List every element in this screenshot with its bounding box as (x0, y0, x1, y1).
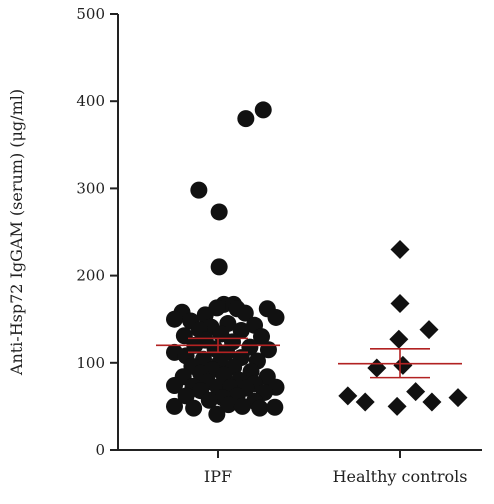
data-point-ipf (267, 308, 285, 326)
data-point-ipf (236, 304, 254, 322)
data-point-ipf (251, 399, 269, 417)
axes-layer: 0 100 200 300 400 500 IPF Healthy controls (76, 5, 482, 486)
data-point-ipf (219, 396, 237, 414)
y-tick-label: 100 (76, 354, 105, 372)
data-point-ipf (185, 399, 203, 417)
x-category-label: IPF (204, 467, 232, 486)
data-point-healthy-controls (419, 320, 439, 340)
y-tick-label: 200 (76, 267, 105, 285)
data-point-ipf (177, 387, 195, 405)
data-point-ipf (200, 391, 218, 409)
data-point-ipf (266, 398, 284, 416)
data-point-ipf (253, 328, 270, 346)
mean-sem-layer (156, 337, 462, 379)
data-point-healthy-controls (390, 294, 410, 314)
y-axis-title: Anti-Hsp72 IgGAM (serum) (μg/ml) (7, 89, 26, 376)
data-point-ipf (166, 310, 183, 328)
data-point-healthy-controls (393, 355, 413, 375)
data-point-healthy-controls (422, 392, 442, 412)
data-point-ipf (208, 405, 226, 423)
x-category-label: Healthy controls (333, 467, 468, 486)
data-point-healthy-controls (387, 396, 407, 416)
data-point-healthy-controls (367, 358, 387, 378)
data-point-ipf (210, 258, 228, 276)
data-point-ipf (210, 203, 228, 221)
y-tick-label: 500 (76, 5, 105, 23)
data-point-healthy-controls (406, 382, 426, 402)
data-point-ipf (233, 397, 251, 415)
data-point-healthy-controls (448, 388, 468, 408)
y-tick-label: 300 (76, 179, 105, 197)
data-point-ipf (190, 181, 208, 199)
data-point-healthy-controls (389, 329, 409, 349)
data-point-ipf (254, 101, 272, 119)
data-point-ipf (237, 110, 255, 128)
data-point-healthy-controls (355, 392, 375, 412)
y-tick-label: 400 (76, 92, 105, 110)
data-point-healthy-controls (390, 239, 410, 259)
data-point-healthy-controls (338, 386, 358, 406)
data-point-ipf (166, 397, 183, 415)
data-point-ipf (166, 376, 183, 394)
y-tick-label: 0 (95, 441, 105, 459)
points-layer (166, 101, 468, 423)
